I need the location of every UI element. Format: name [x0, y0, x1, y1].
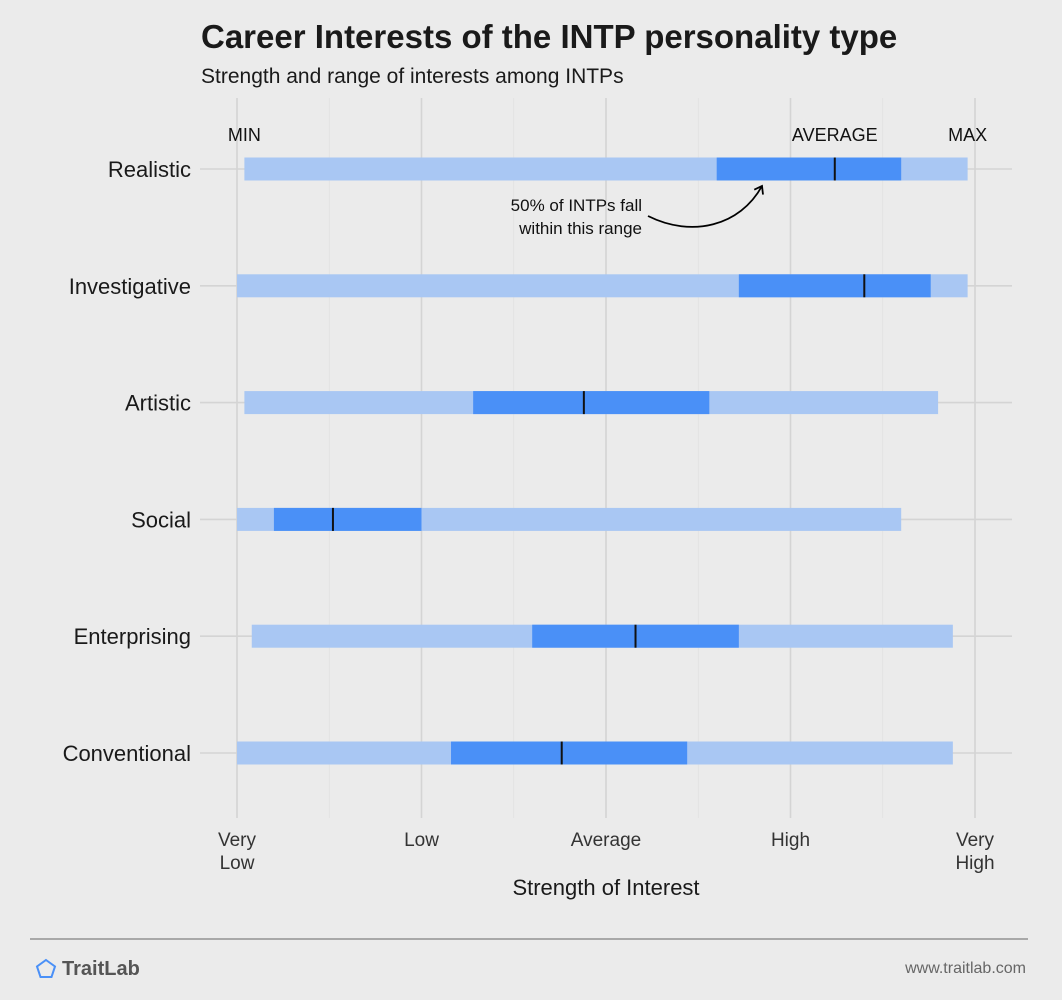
tick-label: Very Low [218, 830, 257, 874]
category-label: Artistic [125, 391, 191, 416]
iqr-bar [716, 157, 902, 181]
brand-logo: TraitLab [34, 957, 140, 981]
iqr-bar [738, 274, 931, 298]
tick-label: Very High [955, 830, 994, 874]
chart-title: Career Interests of the INTP personality… [201, 18, 898, 55]
footer-divider [30, 938, 1028, 940]
tick-label: High [771, 830, 810, 851]
min-label: MIN [228, 125, 261, 145]
iqr-bar [273, 507, 422, 531]
category-label: Conventional [63, 741, 191, 766]
category-label: Investigative [69, 274, 191, 299]
website-link[interactable]: www.traitlab.com [905, 960, 1026, 977]
tick-label-line: Very [956, 830, 995, 851]
iqr-bar [451, 741, 688, 765]
annotation-text: 50% of INTPs fall within this range [511, 196, 642, 238]
annotation-arrow [647, 184, 764, 228]
x-axis-title: Strength of Interest [512, 875, 699, 900]
pentagon-icon [35, 958, 57, 978]
tick-label: Average [571, 830, 641, 851]
max-label: MAX [948, 125, 987, 145]
tick-label: Low [404, 830, 439, 851]
category-label: Enterprising [74, 624, 191, 649]
annotation-line: within this range [518, 219, 642, 238]
range-chart: Realistic Investigative Artistic Social Ente… [63, 98, 1012, 900]
brand-name: TraitLab [62, 957, 140, 980]
average-label: AVERAGE [792, 125, 878, 145]
tick-label-line: High [771, 830, 810, 851]
iqr-bar [473, 391, 710, 415]
category-label: Realistic [108, 157, 191, 182]
tick-label-line: Average [571, 830, 641, 851]
tick-label-line: Very [218, 830, 257, 851]
annotation-line: 50% of INTPs fall [511, 196, 642, 215]
chart-subtitle: Strength and range of interests among IN… [201, 65, 624, 88]
tick-label-line: Low [220, 853, 255, 874]
tick-label-line: High [955, 853, 994, 874]
tick-label-line: Low [404, 830, 439, 851]
category-label: Social [131, 507, 191, 532]
